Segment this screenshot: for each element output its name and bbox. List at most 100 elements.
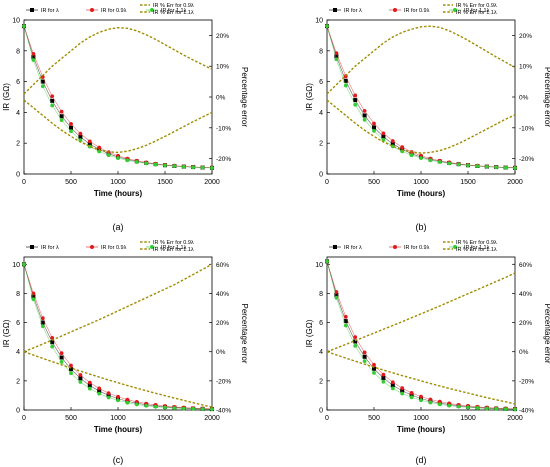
- data-point: [381, 379, 386, 384]
- data-point: [191, 406, 196, 411]
- data-point: [22, 262, 26, 267]
- data-point: [40, 324, 45, 329]
- data-point: [372, 121, 376, 126]
- data-point: [390, 141, 395, 146]
- y-tick-label: 10: [315, 262, 323, 269]
- data-point: [69, 122, 73, 126]
- data-point: [40, 320, 45, 325]
- data-point: [40, 79, 45, 84]
- legend-marker: [453, 245, 457, 249]
- data-point: [381, 134, 386, 139]
- x-tick-label: 1500: [460, 179, 476, 186]
- data-point: [78, 380, 83, 384]
- chart-panel-c: 0 500 1000 1500 2000 0 2 4 6 8 10 -40% -20% 0% 20% 40% 6…: [2, 240, 249, 465]
- y-tick-label: 4: [319, 349, 323, 356]
- data-point: [50, 344, 55, 349]
- y2-tick-label: 0%: [216, 349, 226, 356]
- data-point: [437, 160, 442, 164]
- legend-label: IR for 1.1λ: [161, 8, 187, 14]
- y2-tick-label: 60%: [216, 262, 229, 269]
- data-point: [353, 339, 358, 344]
- data-point: [78, 135, 83, 140]
- panel-caption: (d): [416, 455, 427, 465]
- data-point: [210, 407, 214, 412]
- series-line: [23, 351, 213, 408]
- data-point: [69, 129, 73, 134]
- y2-axis-label: Percentage error: [543, 67, 550, 127]
- y2-tick-label: 40%: [216, 291, 229, 298]
- series-11: [22, 24, 214, 170]
- data-point: [484, 164, 489, 169]
- y2-tick-label: 10%: [519, 64, 532, 71]
- x-tick-label: 1500: [157, 415, 173, 422]
- legend-label: IR % Err for 0.9λ: [153, 240, 194, 246]
- data-point: [475, 164, 480, 169]
- panel-caption: (a): [113, 222, 124, 232]
- plot-frame: [23, 256, 213, 411]
- data-point: [372, 366, 376, 371]
- data-point: [191, 165, 196, 170]
- x-tick-label: 0: [325, 415, 329, 422]
- series-line: [326, 261, 516, 410]
- series-err11: [326, 99, 516, 154]
- y-tick-label: 0: [16, 172, 20, 179]
- panel-caption: (c): [113, 455, 124, 465]
- data-point: [428, 397, 433, 402]
- x-tick-label: 1000: [110, 415, 126, 422]
- y2-tick-label: 40%: [519, 291, 532, 298]
- data-point: [447, 403, 452, 408]
- data-point: [419, 398, 423, 403]
- data-point: [172, 164, 177, 169]
- data-point: [353, 102, 358, 107]
- y-tick-label: 2: [16, 378, 20, 385]
- legend-label: IR for 0.9λ: [404, 245, 430, 251]
- legend-marker: [393, 245, 397, 249]
- data-point: [31, 51, 36, 56]
- series-line: [23, 99, 213, 154]
- data-point: [334, 295, 339, 300]
- chart-panel-b: 0 500 1000 1500 2000 0 2 4 6 8 10 -20% -10% 0% 10% 20% T…: [305, 3, 550, 232]
- legend-marker: [150, 245, 154, 249]
- data-point: [31, 58, 36, 62]
- series-09: [22, 24, 214, 170]
- data-point: [59, 118, 64, 122]
- data-point: [97, 386, 102, 391]
- data-point: [334, 54, 339, 59]
- data-point: [343, 83, 348, 88]
- series-lambda: [325, 259, 517, 412]
- y-tick-label: 8: [319, 291, 323, 298]
- data-point: [116, 398, 120, 403]
- data-point: [50, 98, 55, 103]
- y2-tick-label: 0%: [519, 95, 529, 102]
- series-line: [326, 99, 516, 154]
- legend-label: IR for λ: [41, 245, 59, 251]
- data-point: [78, 373, 83, 377]
- data-point: [409, 395, 414, 400]
- data-point: [428, 400, 433, 405]
- y2-tick-label: 0%: [216, 95, 226, 102]
- series-err11: [23, 351, 213, 408]
- x-tick-label: 1000: [413, 415, 429, 422]
- data-point: [181, 164, 186, 169]
- y2-tick-label: 20%: [216, 33, 229, 40]
- y2-tick-label: -10%: [519, 125, 534, 132]
- data-point: [390, 380, 395, 385]
- data-point: [325, 24, 329, 29]
- y-tick-label: 6: [319, 320, 323, 327]
- x-tick-label: 500: [368, 415, 380, 422]
- data-point: [125, 158, 130, 163]
- data-point: [372, 370, 376, 375]
- data-point: [50, 103, 55, 108]
- y2-tick-label: 0%: [519, 349, 529, 356]
- y-tick-label: 4: [319, 110, 323, 117]
- data-point: [466, 405, 470, 410]
- data-point: [513, 407, 517, 412]
- data-point: [513, 166, 517, 170]
- data-point: [31, 294, 36, 299]
- y-tick-label: 10: [315, 18, 323, 25]
- data-point: [419, 394, 423, 399]
- data-point: [381, 375, 386, 380]
- y-tick-label: 4: [16, 349, 20, 356]
- data-point: [69, 367, 73, 372]
- y-axis-label: IR (GΩ): [2, 83, 11, 111]
